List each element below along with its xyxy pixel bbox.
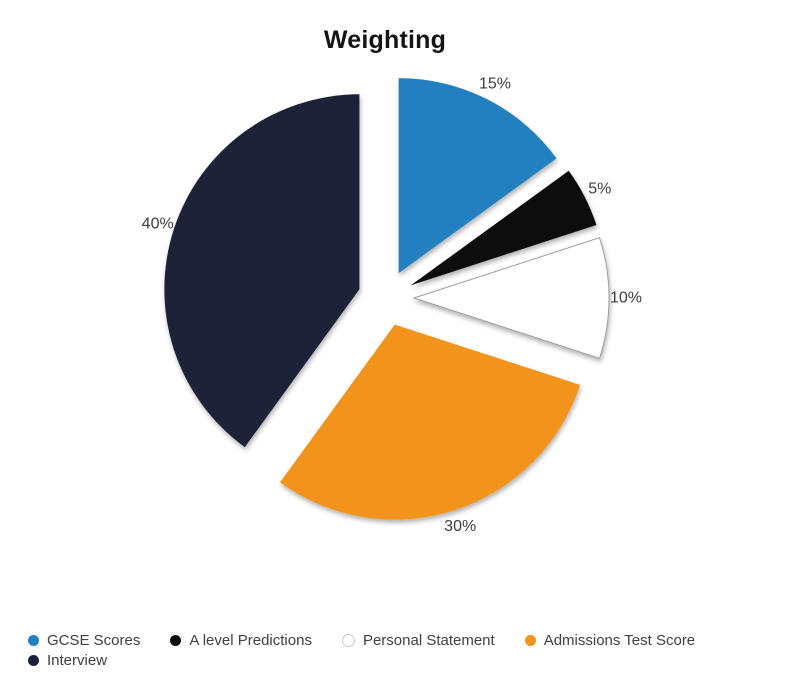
legend-item-label: Admissions Test Score bbox=[543, 632, 696, 649]
chart-title: Weighting bbox=[323, 26, 447, 54]
pie-chart-canvas: 15% 5% 10% 30% 40% bbox=[142, 76, 642, 535]
legend-item-interview: Interview bbox=[28, 652, 107, 669]
pie-slice-gcse-scores bbox=[398, 78, 557, 274]
legend-swatch-circle-icon bbox=[524, 635, 536, 646]
legend-swatch-circle-icon bbox=[341, 634, 355, 647]
chart-legend: GCSE Scores A level Predictions Personal… bbox=[28, 632, 780, 669]
pie-slice-pct-label-admissions-test-score: 30% bbox=[444, 518, 476, 535]
legend-item-gcse-scores: GCSE Scores bbox=[28, 632, 140, 649]
pie-slice-interview bbox=[164, 94, 360, 448]
pie-slice-pct-label-interview: 40% bbox=[142, 215, 174, 232]
pie-slice-personal-statement bbox=[412, 237, 610, 359]
legend-item-admissions-test-score: Admissions Test Score bbox=[524, 632, 696, 649]
legend-item-label: Personal Statement bbox=[362, 632, 495, 649]
pie-slice-pct-label-personal-statement: 10% bbox=[610, 290, 642, 307]
legend-item-label: A level Predictions bbox=[189, 632, 312, 649]
pie-slice-pct-label-a-level-predictions: 5% bbox=[588, 181, 611, 198]
pie-slice-pct-label-gcse-scores: 15% bbox=[479, 76, 511, 93]
legend-swatch-circle-icon bbox=[28, 655, 39, 666]
pie-slice-a-level-predictions bbox=[410, 170, 597, 286]
legend-swatch-circle-icon bbox=[28, 635, 39, 646]
legend-item-label: GCSE Scores bbox=[47, 632, 141, 649]
legend-swatch-circle-icon bbox=[170, 635, 182, 646]
legend-item-personal-statement: Personal Statement bbox=[341, 632, 495, 649]
legend-item-a-level-predictions: A level Predictions bbox=[170, 632, 312, 649]
legend-item-label: Interview bbox=[47, 652, 108, 669]
pie-slice-admissions-test-score bbox=[280, 324, 581, 520]
